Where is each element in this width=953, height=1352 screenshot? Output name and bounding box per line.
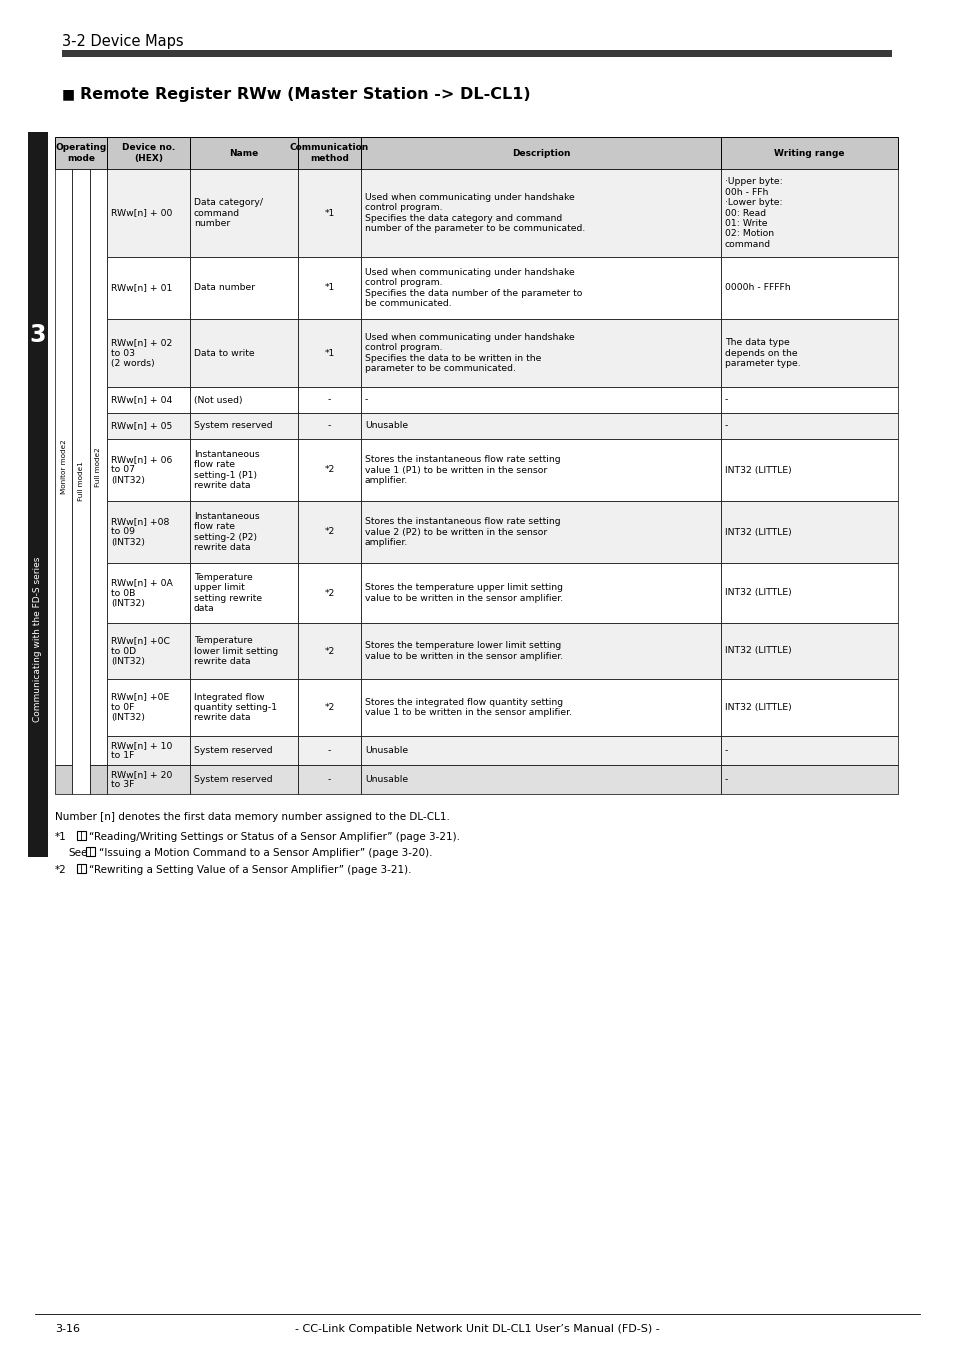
Text: Stores the temperature lower limit setting
value to be written in the sensor amp: Stores the temperature lower limit setti… [365,641,562,661]
Bar [720,735,897,765]
Text: Operating
mode: Operating mode [55,143,107,162]
Text: Data to write: Data to write [193,349,254,357]
Text: Used when communicating under handshake
control program.
Specifies the data to b: Used when communicating under handshake … [365,333,574,373]
Text: Data number: Data number [193,284,254,292]
Bar [720,502,897,562]
Bar [297,387,360,412]
Text: Full mode2: Full mode2 [95,448,101,487]
Text: Integrated flow
quantity setting-1
rewrite data: Integrated flow quantity setting-1 rewri… [193,692,276,722]
Text: Communicating with the FD-S series: Communicating with the FD-S series [33,557,43,722]
Bar [28,132,48,857]
Bar [107,319,190,387]
Bar [190,387,297,412]
Text: Unusable: Unusable [365,746,408,754]
Text: RWw[n] +08
to 09
(INT32): RWw[n] +08 to 09 (INT32) [111,516,170,548]
Text: RWw[n] + 05: RWw[n] + 05 [111,422,172,430]
Bar [190,765,297,794]
Bar [360,735,720,765]
Text: System reserved: System reserved [193,746,273,754]
Bar [297,735,360,765]
Text: Data category/
command
number: Data category/ command number [193,199,263,228]
Text: RWw[n] + 06
to 07
(INT32): RWw[n] + 06 to 07 (INT32) [111,456,172,485]
Bar [107,387,190,412]
Text: RWw[n] + 04: RWw[n] + 04 [111,396,172,404]
Text: RWw[n] +0C
to 0D
(INT32): RWw[n] +0C to 0D (INT32) [111,635,170,667]
Text: “Reading/Writing Settings or Status of a Sensor Amplifier” (page 3-21).: “Reading/Writing Settings or Status of a… [89,831,459,842]
Text: *1: *1 [324,284,335,292]
Text: Description: Description [511,149,570,157]
Bar [190,623,297,679]
Bar [360,169,720,257]
Text: -: - [724,396,727,404]
Text: -: - [724,775,727,784]
Bar [360,623,720,679]
Text: 0000h - FFFFh: 0000h - FFFFh [724,284,790,292]
Bar [190,502,297,562]
Bar [720,169,897,257]
Bar [90,169,107,765]
Bar [107,623,190,679]
Text: “Rewriting a Setting Value of a Sensor Amplifier” (page 3-21).: “Rewriting a Setting Value of a Sensor A… [89,865,411,875]
Bar [297,257,360,319]
Text: 3-16: 3-16 [55,1324,80,1334]
Text: Temperature
upper limit
setting rewrite
data: Temperature upper limit setting rewrite … [193,573,262,612]
Text: RWw[n] + 00: RWw[n] + 00 [111,208,172,218]
Text: -: - [724,746,727,754]
Bar [86,846,95,856]
Text: RWw[n] + 20
to 3F: RWw[n] + 20 to 3F [111,769,172,790]
Text: - CC-Link Compatible Network Unit DL-CL1 User’s Manual (FD-S) -: - CC-Link Compatible Network Unit DL-CL1… [294,1324,659,1334]
Bar [107,169,190,257]
Bar [190,439,297,502]
Text: -: - [328,422,331,430]
Bar [55,137,897,169]
Text: “Issuing a Motion Command to a Sensor Amplifier” (page 3-20).: “Issuing a Motion Command to a Sensor Am… [99,848,432,859]
Bar [297,412,360,439]
Text: Name: Name [229,149,258,157]
Text: RWw[n] + 10
to 1F: RWw[n] + 10 to 1F [111,741,172,760]
Bar [55,765,72,794]
Text: Unusable: Unusable [365,775,408,784]
Text: Instantaneous
flow rate
setting-2 (P2)
rewrite data: Instantaneous flow rate setting-2 (P2) r… [193,512,259,552]
Bar [107,735,190,765]
Bar [190,562,297,623]
Text: *1: *1 [55,831,67,842]
Text: RWw[n] + 02
to 03
(2 words): RWw[n] + 02 to 03 (2 words) [111,338,172,368]
Bar [107,765,190,794]
Bar [297,562,360,623]
Bar [297,765,360,794]
Text: -: - [724,422,727,430]
Bar [107,439,190,502]
Text: INT32 (LITTLE): INT32 (LITTLE) [724,703,791,713]
Bar [720,623,897,679]
Bar [190,412,297,439]
Text: The data type
depends on the
parameter type.: The data type depends on the parameter t… [724,338,800,368]
Text: *2: *2 [324,527,335,537]
Bar [190,679,297,735]
Bar [297,169,360,257]
Bar [107,412,190,439]
Bar [190,257,297,319]
Text: Instantaneous
flow rate
setting-1 (P1)
rewrite data: Instantaneous flow rate setting-1 (P1) r… [193,450,259,491]
Bar [360,412,720,439]
Text: Unusable: Unusable [365,422,408,430]
Text: Stores the integrated flow quantity setting
value 1 to be written in the sensor : Stores the integrated flow quantity sett… [365,698,572,717]
Bar [360,562,720,623]
Text: Used when communicating under handshake
control program.
Specifies the data numb: Used when communicating under handshake … [365,268,581,308]
Bar [360,387,720,412]
Text: 3-2 Device Maps: 3-2 Device Maps [62,34,183,49]
Bar [107,257,190,319]
Text: INT32 (LITTLE): INT32 (LITTLE) [724,588,791,598]
Text: INT32 (LITTLE): INT32 (LITTLE) [724,527,791,537]
Bar [720,257,897,319]
Bar [72,169,90,794]
Text: System reserved: System reserved [193,775,273,784]
Text: ■: ■ [62,87,75,101]
Text: (Not used): (Not used) [193,396,242,404]
Text: *2: *2 [324,588,335,598]
Bar [720,765,897,794]
Bar [190,319,297,387]
Bar [297,439,360,502]
Text: RWw[n] +0E
to 0F
(INT32): RWw[n] +0E to 0F (INT32) [111,692,169,722]
Bar [360,319,720,387]
Bar [360,502,720,562]
